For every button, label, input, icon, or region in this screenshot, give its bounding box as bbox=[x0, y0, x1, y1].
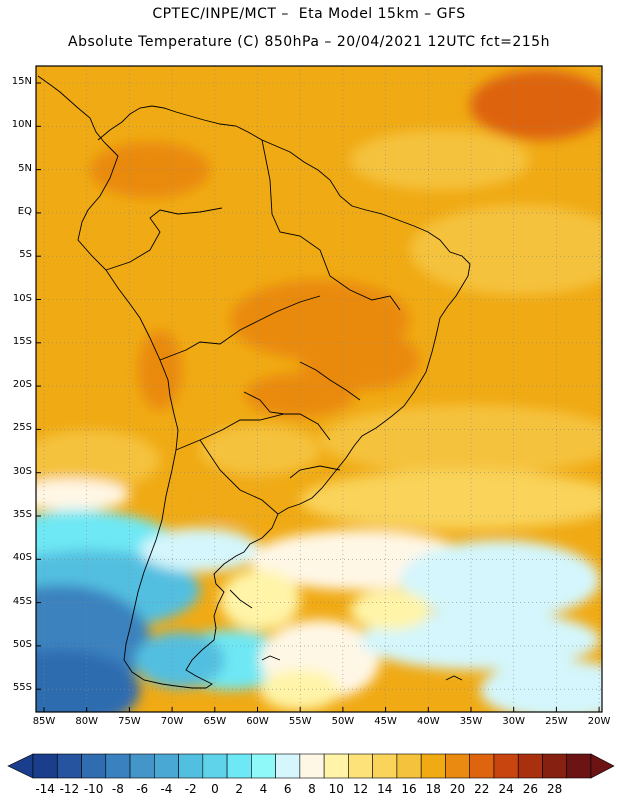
colorbar-swatch bbox=[469, 753, 495, 779]
lon-label: 85W bbox=[32, 716, 56, 727]
lat-label: 15S bbox=[12, 335, 32, 347]
lon-label: 50W bbox=[331, 716, 355, 727]
colorbar-label: -10 bbox=[83, 782, 104, 796]
colorbar-swatch bbox=[372, 753, 398, 779]
lat-label: 10N bbox=[11, 119, 32, 131]
colorbar-swatch bbox=[105, 753, 131, 779]
colorbar-label: -8 bbox=[111, 782, 124, 796]
map-frame bbox=[35, 65, 603, 713]
lon-label: 35W bbox=[459, 716, 483, 727]
temperature-field bbox=[36, 66, 602, 712]
lat-label: 25S bbox=[12, 422, 32, 434]
lon-label: 30W bbox=[502, 716, 525, 727]
lat-label: 50S bbox=[12, 638, 32, 650]
lon-label: 45W bbox=[374, 716, 397, 727]
colorbar-label: 20 bbox=[449, 782, 466, 796]
lon-label: 75W bbox=[118, 716, 141, 727]
colorbar-label: 28 bbox=[546, 782, 563, 796]
colorbar-swatch bbox=[566, 753, 592, 779]
colorbar-label: 8 bbox=[308, 782, 316, 796]
colorbar-swatch bbox=[445, 753, 470, 779]
colorbar-label: 14 bbox=[377, 782, 393, 796]
colorbar-swatch bbox=[202, 753, 228, 779]
lon-label: 25W bbox=[545, 716, 568, 727]
lat-label: 40S bbox=[12, 552, 32, 564]
lat-label: 35S bbox=[12, 509, 32, 520]
lat-label: 10S bbox=[12, 292, 32, 304]
colorbar-swatch bbox=[32, 753, 58, 779]
lat-label: 55S bbox=[12, 682, 32, 694]
lat-label: 30S bbox=[12, 465, 32, 477]
colorbar-swatch bbox=[542, 753, 568, 779]
title-line-2: Absolute Temperature (C) 850hPa – 20/04/… bbox=[68, 34, 550, 50]
colorbar-label: 18 bbox=[425, 782, 441, 796]
colorbar-label: 24 bbox=[498, 782, 514, 796]
colorbar-swatch bbox=[299, 753, 325, 779]
colorbar-swatch bbox=[226, 753, 252, 779]
colorbar-swatch bbox=[493, 753, 519, 779]
lon-label: 70W bbox=[160, 716, 184, 727]
colorbar-label: -14 bbox=[35, 782, 55, 796]
colorbar-label: -6 bbox=[136, 782, 149, 796]
lat-label: 20S bbox=[12, 379, 32, 391]
colorbar-swatch bbox=[420, 753, 446, 779]
colorbar-label: 16 bbox=[401, 782, 417, 796]
lon-label: 65W bbox=[203, 716, 227, 727]
lat-label: 45S bbox=[12, 595, 32, 607]
colorbar-label: 6 bbox=[283, 782, 292, 796]
colorbar-label: 4 bbox=[259, 782, 268, 796]
colorbar-swatch bbox=[348, 753, 373, 779]
lat-label: 5N bbox=[18, 162, 32, 174]
coastlines-borders bbox=[37, 75, 471, 689]
lon-label: 20W bbox=[587, 716, 611, 727]
colorbar-label: -12 bbox=[59, 782, 80, 796]
colorbar-arrow-high bbox=[590, 753, 615, 779]
lon-label: 80W bbox=[75, 716, 98, 727]
colorbar-label: 26 bbox=[522, 782, 538, 796]
colorbar-swatch bbox=[251, 753, 276, 779]
lat-label: EQ bbox=[17, 205, 32, 217]
colorbar-label: -4 bbox=[160, 782, 173, 796]
colorbar-label: 22 bbox=[474, 782, 490, 796]
colorbar-swatch bbox=[396, 753, 422, 779]
colorbar-swatch bbox=[323, 753, 349, 779]
title-line-1: CPTEC/INPE/MCT – Eta Model 15km – GFS bbox=[152, 6, 466, 22]
colorbar-swatch bbox=[81, 753, 107, 779]
colorbar-label: 12 bbox=[352, 782, 369, 796]
colorbar-label: -2 bbox=[184, 782, 197, 796]
lon-label: 55W bbox=[288, 716, 312, 727]
colorbar-swatch bbox=[275, 753, 301, 779]
lon-label: 40W bbox=[416, 716, 440, 727]
colorbar-swatch bbox=[129, 753, 155, 779]
colorbar-swatch bbox=[178, 753, 204, 779]
lon-label: 60W bbox=[246, 716, 269, 727]
colorbar-swatch bbox=[56, 753, 82, 779]
lat-label: 15N bbox=[11, 76, 32, 87]
lat-label: 5S bbox=[19, 249, 32, 261]
colorbar bbox=[7, 753, 615, 779]
colorbar-label: 10 bbox=[328, 782, 344, 796]
colorbar-arrow-low bbox=[7, 753, 34, 779]
colorbar-swatch bbox=[154, 753, 179, 779]
colorbar-swatch bbox=[517, 753, 543, 779]
colorbar-label: 0 bbox=[211, 782, 219, 796]
colorbar-label: 2 bbox=[235, 782, 244, 796]
